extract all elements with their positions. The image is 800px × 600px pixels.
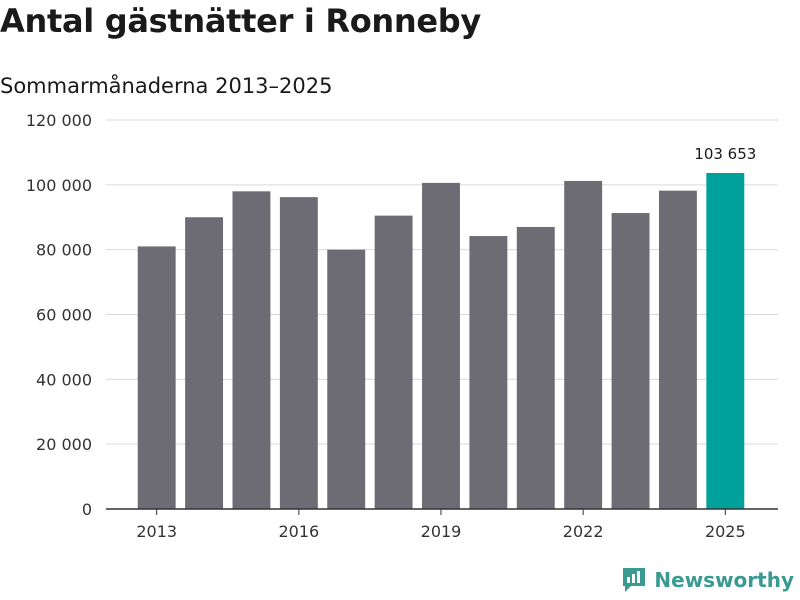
y-tick-label: 80 000 [36, 241, 92, 260]
bar-2025 [706, 172, 745, 510]
brand-name: Newsworthy [654, 568, 794, 592]
bar-2013 [137, 246, 176, 510]
bar-2021 [516, 226, 555, 509]
bar-2019 [422, 182, 460, 509]
bars [137, 172, 745, 510]
chart-title: Antal gästnätter i Ronneby [0, 2, 481, 40]
bar-2022 [564, 180, 603, 509]
bar-2015 [232, 191, 271, 510]
y-tick-label: 20 000 [36, 435, 92, 454]
y-tick-label: 60 000 [36, 306, 92, 325]
x-tick-label: 2022 [563, 522, 604, 541]
x-tick-label: 2016 [278, 522, 319, 541]
y-tick-label: 100 000 [26, 176, 92, 195]
bar-2017 [327, 249, 366, 509]
y-tick-label: 0 [82, 500, 92, 519]
bar-2014 [185, 217, 224, 509]
data-label: 103 653 [694, 145, 756, 163]
x-axis: 2013 2016 2019 2022 2025 [106, 508, 778, 541]
y-tick-label: 120 000 [26, 111, 92, 130]
newsworthy-logo-icon [623, 568, 646, 592]
x-tick-label: 2025 [705, 522, 746, 541]
chart-subtitle: Sommarmånaderna 2013–2025 [0, 74, 333, 98]
bar-2018 [374, 215, 413, 510]
y-axis-ticks: 0 20 000 40 000 60 000 80 000 100 000 120 000 [26, 111, 92, 519]
data-labels: 103 653 [694, 145, 756, 163]
brand-logo: Newsworthy [621, 566, 794, 594]
y-tick-label: 40 000 [36, 370, 92, 389]
x-tick-label: 2013 [136, 522, 177, 541]
bar-2020 [469, 236, 508, 509]
bar-2023 [611, 213, 650, 509]
x-tick-label: 2019 [421, 522, 462, 541]
bar-2024 [658, 190, 697, 509]
bar-2016 [279, 197, 318, 509]
